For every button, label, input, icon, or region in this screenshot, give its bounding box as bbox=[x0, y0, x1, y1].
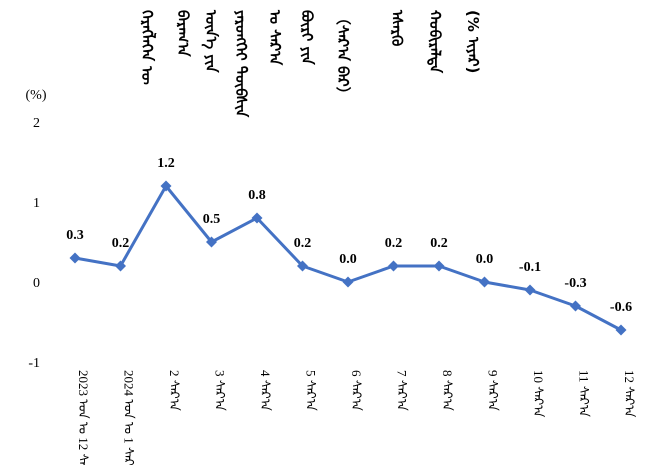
data-label: 0.5 bbox=[203, 212, 221, 227]
data-points bbox=[69, 180, 627, 336]
x-category-label: 6 ᠰᠠᠷ᠎ᠠ bbox=[349, 370, 364, 411]
x-category-label: 2024 ᠣᠨ ᠤ 1 ᠰᠠᠷ᠎ᠠ bbox=[122, 370, 137, 465]
x-category-label: 7 ᠰᠠᠷ᠎ᠠ bbox=[395, 370, 410, 411]
data-point bbox=[388, 260, 399, 272]
data-point bbox=[69, 252, 81, 264]
x-category-label: 4 ᠰᠠᠷ᠎ᠠ bbox=[258, 370, 273, 411]
data-point bbox=[115, 260, 126, 272]
data-label: 0.2 bbox=[112, 236, 130, 251]
x-category-label: 8 ᠰᠠᠷ᠎ᠠ bbox=[440, 370, 455, 411]
y-tick-label: 0 bbox=[33, 276, 40, 291]
x-category-label: 2023 ᠣᠨ ᠤ 12 ᠰᠠᠷ᠎ᠠ bbox=[76, 370, 91, 465]
data-label: 0.2 bbox=[294, 236, 312, 251]
data-point bbox=[160, 180, 172, 192]
x-category-label: 2 ᠰᠠᠷ᠎ᠠ bbox=[167, 370, 182, 411]
x-category-label: 10 ᠰᠠᠷ᠎ᠠ bbox=[531, 370, 546, 417]
title-column: ᠬᠡᠷᠡᠭᠯᠡᠭᠡᠨ ᠦ bbox=[138, 10, 158, 85]
x-category-label: 3 ᠰᠠᠷ᠎ᠠ bbox=[213, 370, 228, 411]
title-column: (% ᠢᠶᠠᠷ) bbox=[464, 10, 482, 73]
title-column: ᠤ ᠰᠠᠷ᠎ᠠ bbox=[266, 9, 284, 66]
data-label: 0.8 bbox=[248, 188, 266, 203]
title-column: ᠦᠨ᠎ᠡ ᠶᠢᠨ bbox=[202, 9, 220, 73]
data-label: -0.1 bbox=[519, 260, 541, 275]
data-label: -0.6 bbox=[610, 300, 632, 315]
data-point bbox=[251, 212, 263, 224]
title-column: （ᠰᠠᠷ᠎ᠠ ᠪᠠᠷ） bbox=[334, 10, 352, 102]
y-axis-unit: (%) bbox=[26, 88, 47, 103]
title-column: ᠬᠤᠪᠢᠷᠠᠯᠲᠠ bbox=[426, 10, 444, 74]
data-labels: 0.3 0.2 1.2 0.5 0.8 0.2 0.0 0.2 0.2 0.0 -0.1 -0.3 -0… bbox=[66, 156, 632, 315]
data-label: 0.0 bbox=[476, 252, 494, 267]
x-category-label: 12 ᠰᠠᠷ᠎ᠠ bbox=[622, 370, 637, 417]
data-label: 0.2 bbox=[430, 236, 448, 251]
y-tick-label: 1 bbox=[33, 196, 40, 211]
data-point bbox=[342, 276, 354, 288]
chart-title: ᠬᠡᠷᠡᠭᠯᠡᠭᠡᠨ ᠦ ᠪᠠᠷᠠᠭ᠎ᠠ ᠦᠨ᠎ᠡ ᠶᠢᠨ ᠶᠡᠷᠦᠩᠬᠡᠢ ᠲᠦᠪᠰ… bbox=[138, 9, 482, 118]
data-label: 0.0 bbox=[339, 252, 357, 267]
title-column: ᠪᠦᠷᠢ ᠶᠢᠨ bbox=[298, 10, 316, 65]
data-point bbox=[570, 300, 581, 312]
title-column: ᠪᠠᠷᠠᠭ᠎ᠠ bbox=[174, 10, 192, 58]
data-label: -0.3 bbox=[564, 276, 586, 291]
x-category-label: 11 ᠰᠠᠷ᠎ᠠ bbox=[577, 370, 592, 417]
x-category-label: 5 ᠰᠠᠷ᠎ᠠ bbox=[304, 370, 319, 411]
data-point bbox=[524, 284, 536, 296]
data-point bbox=[206, 236, 217, 248]
y-tick-label: 2 bbox=[33, 116, 40, 131]
data-point bbox=[297, 260, 308, 272]
x-category-label: 9 ᠰᠠᠷ᠎ᠠ bbox=[486, 370, 501, 411]
title-column: ᠶᠡᠷᠦᠩᠬᠡᠢ ᠲᠦᠪᠰᠢᠨ bbox=[232, 10, 250, 118]
data-label: 0.2 bbox=[385, 236, 403, 251]
x-axis-labels: 2023 ᠣᠨ ᠤ 12 ᠰᠠᠷ᠎ᠠ 2024 ᠣᠨ ᠤ 1 ᠰᠠᠷ᠎ᠠ 2 ᠰᠠᠷ… bbox=[76, 370, 637, 465]
data-label: 1.2 bbox=[157, 156, 175, 171]
title-column: ᠡᠰᠡᠷᠭᠦ bbox=[388, 9, 406, 47]
data-point bbox=[479, 276, 490, 288]
data-point bbox=[433, 260, 445, 272]
y-axis-ticks: 2 1 0 -1 bbox=[28, 116, 40, 371]
data-point bbox=[615, 324, 627, 336]
data-label: 0.3 bbox=[66, 228, 84, 243]
y-tick-label: -1 bbox=[28, 356, 40, 371]
